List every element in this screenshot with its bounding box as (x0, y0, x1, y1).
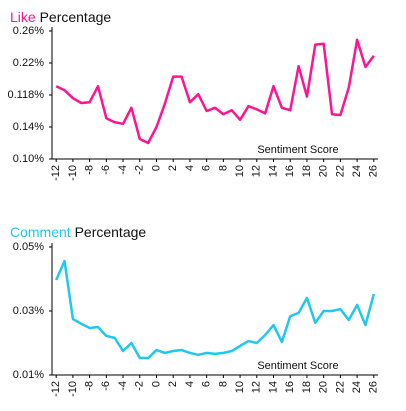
x-tick-label: 26 (368, 381, 380, 393)
x-tick-label: 12 (251, 381, 263, 393)
data-line (55, 259, 376, 360)
x-axis-label: Sentiment Score (257, 144, 338, 156)
x-tick-label: -4 (117, 165, 129, 175)
x-tick-label: 10 (234, 165, 246, 177)
y-tick-label: 0.10% (13, 153, 44, 165)
x-tick-label: 16 (284, 381, 296, 393)
title-part: Percentage (40, 9, 112, 25)
x-tick-label: -8 (84, 381, 96, 391)
x-tick-label: 22 (334, 165, 346, 177)
x-tick-label: 6 (201, 165, 213, 171)
x-tick-label: 26 (368, 165, 380, 177)
x-tick-label: -10 (67, 381, 79, 397)
x-tick-label: 18 (301, 381, 313, 393)
title-part: Comment (10, 224, 71, 240)
x-tick-label: 20 (318, 165, 330, 177)
x-tick-label: 14 (267, 381, 279, 393)
x-tick-label: 24 (351, 381, 363, 393)
x-tick-label: 8 (217, 165, 229, 171)
x-tick-label: 0 (150, 165, 162, 171)
data-line (55, 38, 375, 145)
x-tick-label: 4 (184, 381, 196, 387)
x-axis-label: Sentiment Score (257, 360, 338, 372)
title-part: Percentage (75, 224, 147, 240)
y-tick-label: 0.01% (13, 369, 44, 381)
y-tick-label: 0.03% (13, 305, 44, 317)
x-tick-label: 0 (150, 381, 162, 387)
y-tick-label: 0.14% (13, 121, 44, 133)
x-tick-label: -2 (134, 165, 146, 175)
title-part: Like (10, 9, 36, 25)
y-tick-label: 0.26% (13, 25, 44, 37)
x-tick-label: 18 (301, 165, 313, 177)
y-tick-label: 0.118% (8, 89, 45, 101)
x-tick-label: -6 (100, 381, 112, 391)
x-tick-label: 10 (234, 381, 246, 393)
x-tick-label: 14 (267, 165, 279, 177)
x-tick-label: 24 (351, 165, 363, 177)
x-tick-label: -8 (84, 165, 96, 175)
x-tick-label: 16 (284, 165, 296, 177)
x-tick-label: 22 (334, 381, 346, 393)
chart-title: Comment Percentage (10, 224, 146, 240)
y-tick-label: 0.05% (13, 241, 44, 253)
y-tick-label: 0.22% (13, 57, 44, 69)
x-tick-label: -12 (50, 165, 62, 181)
x-tick-label: 2 (167, 381, 179, 387)
x-tick-label: -6 (100, 165, 112, 175)
x-tick-label: 20 (318, 381, 330, 393)
x-tick-label: -4 (117, 381, 129, 391)
x-tick-label: 12 (251, 165, 263, 177)
x-tick-label: -2 (134, 381, 146, 391)
chart-title: Like Percentage (10, 9, 111, 25)
x-tick-label: 4 (184, 165, 196, 171)
x-tick-label: 8 (217, 381, 229, 387)
x-tick-label: -12 (50, 381, 62, 397)
x-tick-label: -10 (67, 165, 79, 181)
x-tick-label: 2 (167, 165, 179, 171)
x-tick-label: 6 (201, 381, 213, 387)
